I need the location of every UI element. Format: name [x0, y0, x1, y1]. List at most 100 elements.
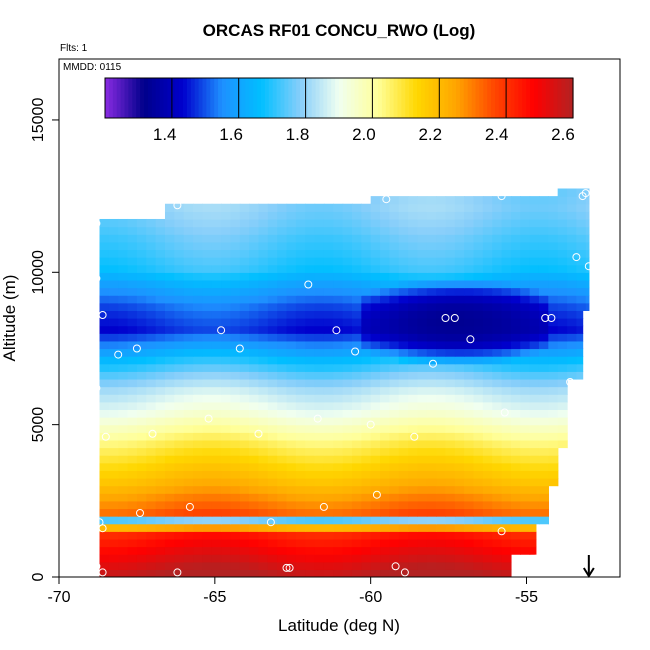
heatmap-cell — [193, 394, 203, 403]
heatmap-cell — [398, 325, 409, 334]
heatmap-cell — [501, 470, 512, 479]
heatmap-cell — [417, 508, 428, 517]
heatmap-cell — [389, 333, 400, 342]
heatmap-cell — [174, 318, 185, 327]
heatmap-cell — [520, 432, 531, 441]
colorbar: 1.4 1.6 1.8 2.0 2.2 2.4 2.6 — [104, 77, 575, 144]
heatmap-cell — [342, 538, 353, 548]
heatmap-cell — [426, 546, 437, 555]
heatmap-cell — [417, 356, 428, 365]
heatmap-cell — [464, 371, 475, 380]
heatmap-cell — [267, 531, 278, 540]
heatmap-cell — [398, 363, 409, 372]
heatmap-cell — [305, 417, 316, 426]
heatmap-cell — [464, 218, 475, 228]
heatmap-cell — [211, 234, 222, 243]
heatmap-cell — [202, 516, 213, 525]
heatmap-cell — [239, 439, 250, 449]
heatmap-cell — [529, 218, 540, 228]
heatmap-cell — [211, 340, 222, 350]
heatmap-cell — [510, 424, 521, 433]
heatmap-cell — [585, 226, 590, 235]
heatmap-cell — [548, 211, 559, 220]
heatmap-cell — [258, 561, 269, 570]
heatmap-cell — [482, 462, 493, 471]
heatmap-cell — [380, 531, 390, 540]
heatmap-cell — [230, 226, 241, 235]
heatmap-cell — [193, 538, 203, 548]
heatmap-cell — [146, 310, 157, 319]
heatmap-cell — [445, 546, 456, 555]
heatmap-cell — [398, 401, 409, 411]
heatmap-cell — [473, 196, 484, 205]
heatmap-cell — [501, 295, 512, 304]
heatmap-cell — [221, 378, 232, 388]
heatmap-cell — [389, 417, 400, 426]
colorbar-swatch — [471, 78, 477, 118]
heatmap-cell — [249, 409, 260, 418]
heatmap-cell — [492, 439, 503, 449]
heatmap-cell — [305, 477, 316, 487]
heatmap-cell — [230, 348, 241, 357]
heatmap-cell — [174, 287, 185, 296]
heatmap-cell — [548, 226, 559, 235]
heatmap-cell — [445, 340, 456, 350]
colorbar-swatch — [565, 78, 570, 118]
heatmap-cell — [370, 241, 381, 251]
heatmap-cell — [585, 188, 590, 197]
heatmap-cell — [454, 272, 465, 281]
heatmap-cell — [277, 333, 288, 342]
heatmap-cell — [118, 302, 129, 311]
colorbar-swatch — [444, 78, 449, 118]
heatmap-cell — [183, 234, 194, 243]
heatmap-cell — [193, 561, 203, 570]
heatmap-cell — [436, 447, 447, 456]
heatmap-cell — [249, 310, 260, 319]
heatmap-cell — [295, 401, 306, 411]
heatmap-cell — [454, 523, 465, 532]
heatmap-cell — [473, 493, 484, 502]
heatmap-cell — [286, 470, 297, 479]
heatmap-cell — [473, 348, 484, 357]
heatmap-cell — [267, 249, 278, 258]
heatmap-cell — [464, 485, 475, 494]
heatmap-cell — [239, 318, 250, 327]
heatmap-cell — [146, 363, 157, 372]
heatmap-cell — [155, 523, 166, 532]
heatmap-cell — [314, 203, 325, 212]
heatmap-cell — [342, 203, 353, 212]
flight-point — [531, 554, 540, 563]
heatmap-cell — [127, 500, 138, 510]
heatmap-cell — [267, 500, 278, 510]
heatmap-cell — [211, 386, 222, 395]
heatmap-cell — [426, 432, 437, 441]
heatmap-cell — [155, 295, 166, 304]
heatmap-cell — [380, 356, 390, 365]
heatmap-cell — [202, 439, 213, 449]
heatmap-cell — [146, 325, 157, 334]
heatmap-cell — [510, 523, 521, 532]
heatmap-cell — [342, 234, 353, 243]
heatmap-cell — [286, 203, 297, 212]
heatmap-cell — [464, 279, 475, 289]
heatmap-cell — [249, 279, 260, 289]
heatmap-cell — [164, 241, 175, 251]
heatmap-cell — [538, 333, 549, 342]
heatmap-cell — [445, 508, 456, 517]
colorbar-swatch — [335, 78, 340, 118]
heatmap-cell — [183, 318, 194, 327]
heatmap-cell — [464, 310, 475, 319]
heatmap-cell — [277, 318, 288, 327]
heatmap-cell — [361, 500, 372, 510]
heatmap-cell — [408, 569, 419, 577]
heatmap-cell — [351, 234, 362, 243]
heatmap-cell — [155, 302, 166, 311]
heatmap-cell — [529, 485, 540, 494]
heatmap-cell — [164, 249, 175, 258]
heatmap-cell — [408, 493, 419, 502]
heatmap-cell — [258, 569, 269, 577]
colorbar-swatch — [292, 78, 297, 118]
heatmap-cell — [529, 356, 540, 365]
heatmap-cell — [492, 508, 503, 517]
heatmap-cell — [510, 470, 521, 479]
